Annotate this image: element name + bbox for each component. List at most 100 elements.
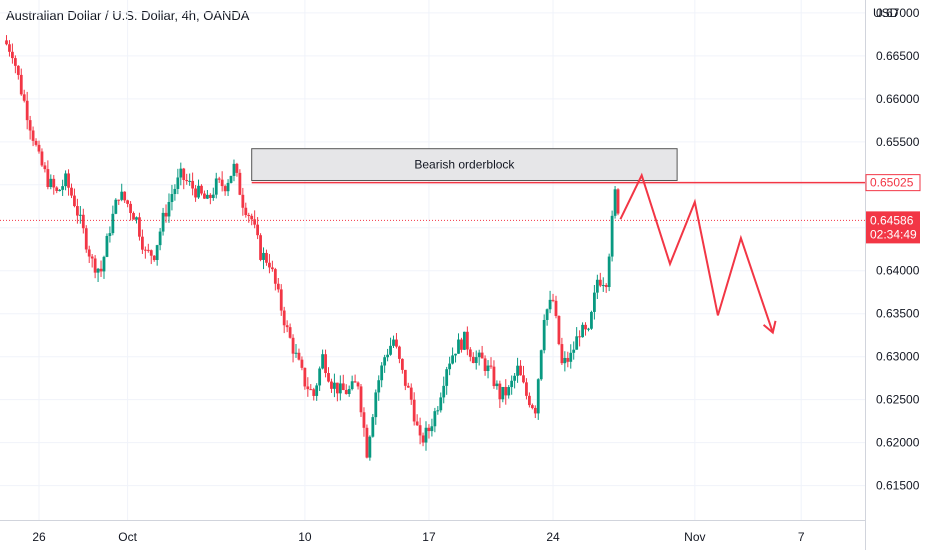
candle <box>581 322 584 338</box>
price-tick-label: 0.66000 <box>876 92 920 106</box>
projection-arrowhead <box>762 320 777 335</box>
candle-body <box>120 191 124 200</box>
candle-body <box>563 357 567 364</box>
candle-body <box>616 189 620 214</box>
price-tick-label: 0.66500 <box>876 49 920 63</box>
candle <box>288 323 292 339</box>
candle-body <box>578 336 582 338</box>
candle-body <box>111 213 115 234</box>
candle-body <box>13 58 17 66</box>
candle-body <box>247 215 251 217</box>
candle-body <box>406 385 410 388</box>
candle <box>55 186 59 194</box>
candle <box>536 378 540 420</box>
orderblock-layer[interactable]: Bearish orderblock <box>251 148 678 181</box>
candle-body <box>76 206 79 216</box>
candle-body <box>135 217 138 220</box>
price-tick-label: 0.65500 <box>876 135 920 149</box>
candle <box>117 199 121 205</box>
candle <box>132 211 135 220</box>
candle <box>321 349 325 370</box>
candle <box>244 202 248 218</box>
candle-body <box>554 300 558 316</box>
candle-body <box>241 194 245 208</box>
candle-body <box>522 375 525 383</box>
candle <box>590 310 593 330</box>
candle-body <box>595 279 599 293</box>
candle <box>504 379 508 405</box>
candle <box>557 315 561 346</box>
price-tick-label: 0.62000 <box>876 436 920 450</box>
candle-body <box>525 382 528 396</box>
candle-body <box>5 40 8 45</box>
candle <box>155 244 159 266</box>
candle <box>149 249 153 265</box>
candle-body <box>143 249 147 251</box>
price-axis[interactable]: 0.61500 0.62000 0.62500 0.63000 0.63500 0.640… <box>876 6 920 493</box>
projection-layer[interactable] <box>619 172 777 335</box>
candle <box>468 347 472 362</box>
candle-body <box>55 187 59 192</box>
candle-body <box>330 381 333 389</box>
candle-body <box>37 144 41 152</box>
resistance-price-tag: 0.65025 <box>865 174 921 192</box>
candle <box>359 383 363 417</box>
candle <box>430 418 434 437</box>
candle <box>480 345 484 359</box>
candle-body <box>584 324 587 330</box>
candle-body <box>226 182 230 192</box>
candle <box>238 169 242 196</box>
candle-body <box>501 386 505 400</box>
candle-body <box>590 311 593 329</box>
candle-body <box>389 345 392 355</box>
candle <box>40 148 44 167</box>
candle-body <box>581 324 584 338</box>
candle <box>185 173 189 185</box>
candle <box>90 254 94 268</box>
candle-body <box>510 380 514 388</box>
candle-body <box>471 356 475 363</box>
candle-body <box>427 427 431 432</box>
candle-body <box>377 380 381 393</box>
candle-body <box>604 285 608 288</box>
candle <box>406 382 410 388</box>
candle-body <box>321 354 325 369</box>
candle-body <box>123 191 127 201</box>
candle-body <box>368 436 372 458</box>
time-tick-label: 24 <box>546 530 560 544</box>
candle-body <box>575 336 579 350</box>
candle <box>262 247 265 270</box>
candle <box>81 208 85 234</box>
candle-body <box>315 385 319 396</box>
candle-body <box>146 249 150 251</box>
candle-body <box>465 331 469 350</box>
orderblock-zone[interactable] <box>251 148 678 181</box>
candle-body <box>480 352 484 359</box>
candle <box>501 386 505 403</box>
candle <box>179 162 183 186</box>
candle <box>217 176 221 183</box>
candle <box>457 333 460 354</box>
candle-body <box>545 309 549 320</box>
candle <box>58 189 62 192</box>
candle <box>415 414 419 427</box>
candle-body <box>338 383 342 394</box>
time-tick-label: 26 <box>32 530 46 544</box>
candle <box>551 293 555 303</box>
candle-body <box>519 365 522 376</box>
candle <box>344 384 348 395</box>
candle-body <box>185 179 189 182</box>
candle-body <box>507 387 511 396</box>
candle-body <box>468 349 472 357</box>
candle-body <box>152 255 156 261</box>
projection-path[interactable] <box>619 172 774 333</box>
candle-body <box>114 199 118 214</box>
candle-body <box>294 352 298 354</box>
candle-body <box>365 427 369 458</box>
candle-body <box>486 365 490 372</box>
candle <box>197 179 200 199</box>
time-axis[interactable]: 26 Oct 10 17 24 Nov 7 <box>32 530 805 544</box>
candle-body <box>516 365 519 376</box>
